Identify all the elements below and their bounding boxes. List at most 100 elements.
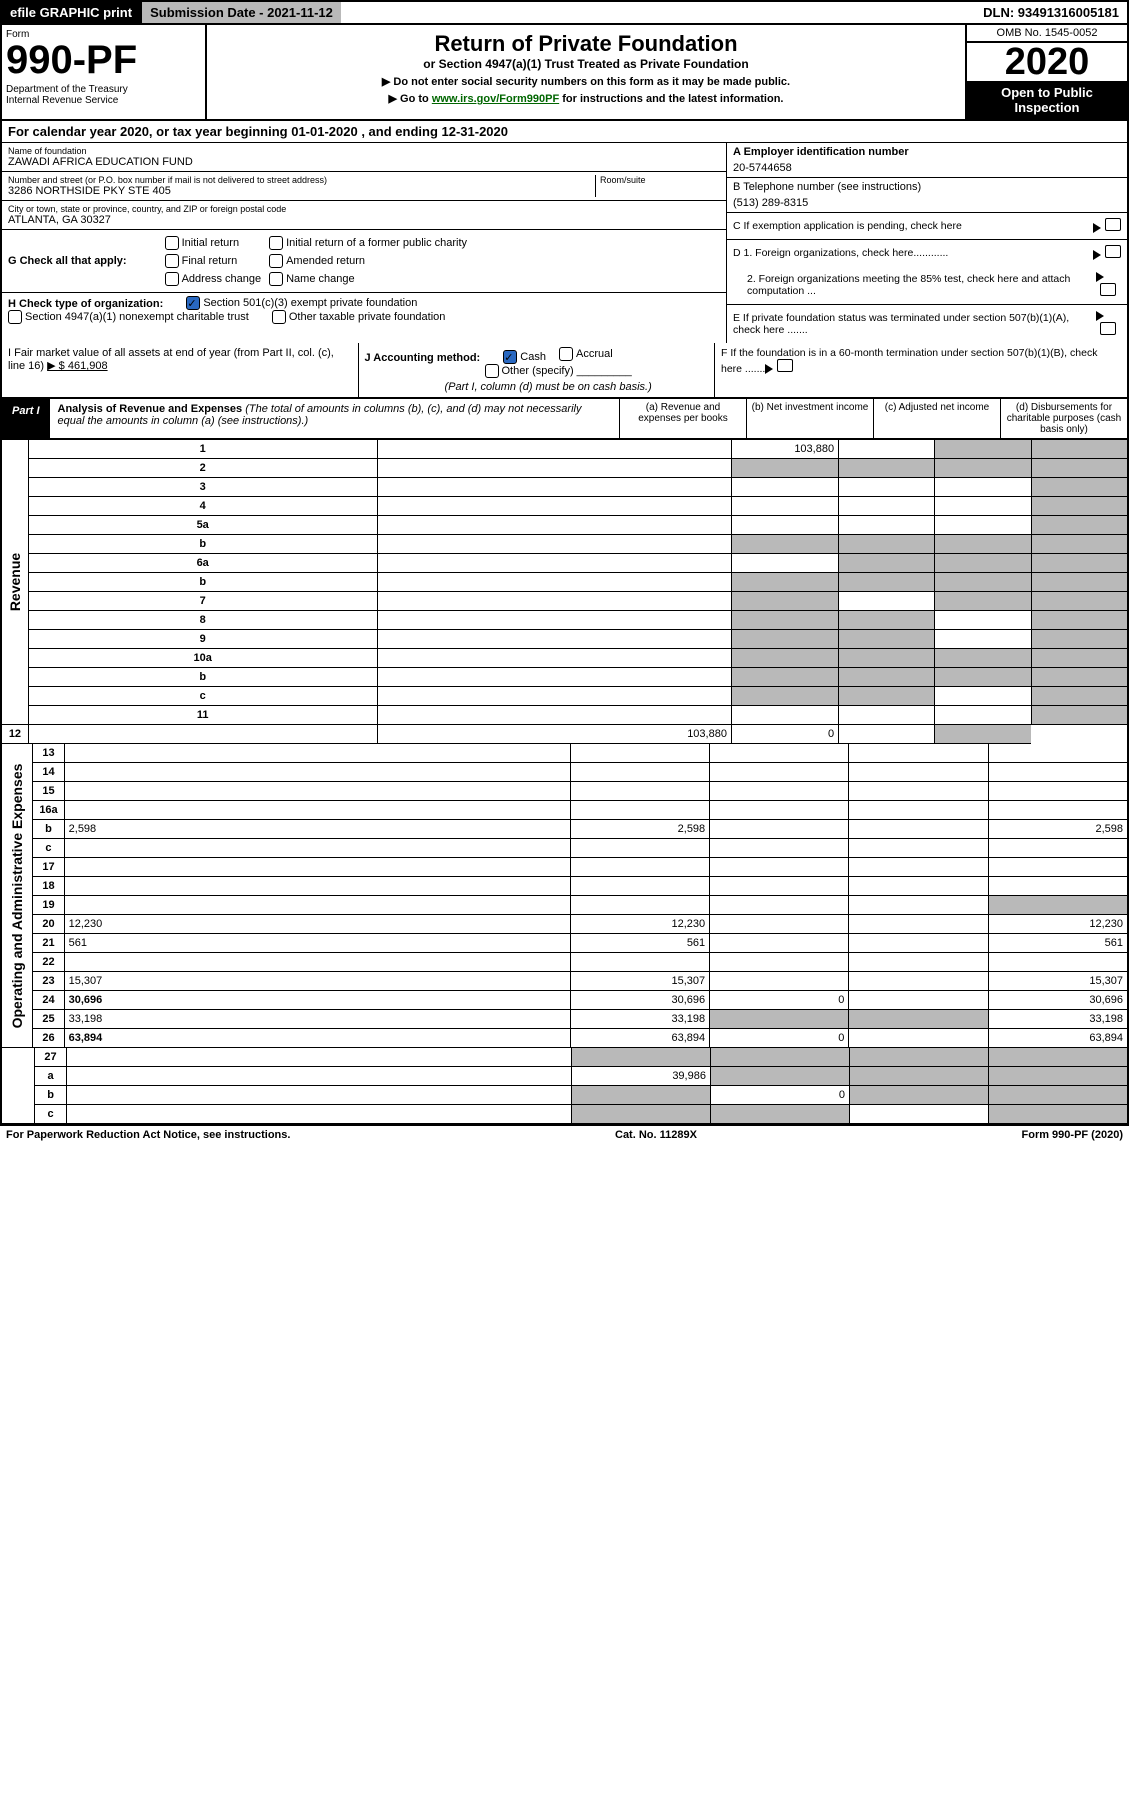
city-label: City or town, state or province, country…: [8, 204, 720, 214]
chk-c[interactable]: [1105, 218, 1121, 231]
expenses-table: Operating and Administrative Expenses 13…: [0, 744, 1129, 1048]
table-row: 10a: [1, 649, 1128, 668]
chk-501c3[interactable]: ✓Section 501(c)(3) exempt private founda…: [186, 296, 417, 310]
form-header: Form 990-PF Department of the Treasury I…: [0, 25, 1129, 121]
top-bar: efile GRAPHIC print Submission Date - 20…: [0, 0, 1129, 25]
ein-label: A Employer identification number: [733, 146, 1121, 158]
table-row: 17: [1, 858, 1128, 877]
submission-date: Submission Date - 2021-11-12: [140, 2, 341, 23]
table-row: c: [1, 687, 1128, 706]
chk-accrual[interactable]: Accrual: [559, 347, 613, 361]
h-label: H Check type of organization:: [8, 298, 163, 310]
table-row: 5a: [1, 516, 1128, 535]
revenue-table: Revenue 1103,8802345ab6ab78910abc1112103…: [0, 440, 1129, 744]
table-row: b2,5982,5982,598: [1, 820, 1128, 839]
table-row: 2430,69630,696030,696: [1, 991, 1128, 1010]
table-row: 15: [1, 782, 1128, 801]
col-c: (c) Adjusted net income: [873, 399, 1000, 438]
col-b: (b) Net investment income: [746, 399, 873, 438]
note1: ▶ Do not enter social security numbers o…: [213, 75, 959, 88]
table-row: 16a: [1, 801, 1128, 820]
table-row: a39,986: [1, 1067, 1128, 1086]
ein: 20-5744658: [733, 162, 1121, 174]
table-row: 21561561561: [1, 934, 1128, 953]
chk-other-taxable[interactable]: Other taxable private foundation: [272, 310, 446, 324]
e-text: E If private foundation status was termi…: [733, 312, 1096, 336]
table-row: b: [1, 573, 1128, 592]
room-label: Room/suite: [600, 175, 720, 185]
table-row: 22: [1, 953, 1128, 972]
tax-year: 2020: [967, 43, 1127, 81]
foundation-name: ZAWADI AFRICA EDUCATION FUND: [8, 156, 720, 168]
table-row: 11: [1, 706, 1128, 725]
table-row: c: [1, 839, 1128, 858]
table-row: 2663,89463,894063,894: [1, 1029, 1128, 1048]
table-row: 2315,30715,30715,307: [1, 972, 1128, 991]
table-row: 8: [1, 611, 1128, 630]
dln: DLN: 93491316005181: [975, 2, 1127, 23]
table-row: 6a: [1, 554, 1128, 573]
open-inspection: Open to Public Inspection: [967, 81, 1127, 119]
i-val: ▶ $ 461,908: [47, 360, 107, 372]
col-d: (d) Disbursements for charitable purpose…: [1000, 399, 1127, 438]
form-subtitle: or Section 4947(a)(1) Trust Treated as P…: [213, 57, 959, 71]
revenue-side: Revenue: [7, 553, 23, 611]
calendar-year: For calendar year 2020, or tax year begi…: [0, 121, 1129, 143]
table-row: 3: [1, 478, 1128, 497]
tel-label: B Telephone number (see instructions): [733, 181, 1121, 193]
dept: Department of the Treasury Internal Reve…: [6, 84, 201, 106]
chk-d1[interactable]: [1105, 245, 1121, 258]
g-label: G Check all that apply:: [8, 255, 127, 267]
chk-addr-change[interactable]: Address change: [165, 272, 262, 286]
table-row: 1103,880: [1, 440, 1128, 459]
chk-4947[interactable]: Section 4947(a)(1) nonexempt charitable …: [8, 310, 249, 324]
table-row: b: [1, 535, 1128, 554]
c-text: C If exemption application is pending, c…: [733, 220, 962, 232]
chk-f[interactable]: [777, 359, 793, 372]
table-row: b: [1, 668, 1128, 687]
chk-initial[interactable]: Initial return: [165, 236, 262, 250]
efile-label[interactable]: efile GRAPHIC print: [2, 2, 140, 23]
chk-e[interactable]: [1100, 322, 1116, 335]
note2-pre: ▶ Go to: [389, 93, 432, 105]
note2: ▶ Go to www.irs.gov/Form990PF for instru…: [213, 92, 959, 105]
chk-other[interactable]: Other (specify) _________: [485, 364, 632, 378]
expenses-side: Operating and Administrative Expenses: [9, 763, 25, 1028]
table-row: 27: [1, 1048, 1128, 1067]
form-title: Return of Private Foundation: [213, 31, 959, 57]
footer-left: For Paperwork Reduction Act Notice, see …: [6, 1129, 290, 1141]
chk-name-change[interactable]: Name change: [269, 272, 467, 286]
arrow-icon: [1093, 250, 1101, 260]
footer-mid: Cat. No. 11289X: [615, 1129, 697, 1141]
table-row: 19: [1, 896, 1128, 915]
chk-initial-former[interactable]: Initial return of a former public charit…: [269, 236, 467, 250]
footer-right: Form 990-PF (2020): [1022, 1129, 1123, 1141]
chk-amended[interactable]: Amended return: [269, 254, 467, 268]
arrow-icon: [1096, 311, 1104, 321]
city: ATLANTA, GA 30327: [8, 214, 720, 226]
table-row: 2012,23012,23012,230: [1, 915, 1128, 934]
col-a: (a) Revenue and expenses per books: [619, 399, 746, 438]
table-row: b0: [1, 1086, 1128, 1105]
arrow-icon: [1093, 223, 1101, 233]
bottom-table: 27a39,986b0c: [0, 1048, 1129, 1125]
part1-label: Part I: [2, 399, 50, 438]
info-section: Name of foundation ZAWADI AFRICA EDUCATI…: [0, 143, 1129, 343]
addr-label: Number and street (or P.O. box number if…: [8, 175, 595, 185]
name-label: Name of foundation: [8, 146, 720, 156]
table-row: c: [1, 1105, 1128, 1125]
table-row: 18: [1, 877, 1128, 896]
j-note: (Part I, column (d) must be on cash basi…: [445, 381, 652, 393]
part1-header: Part I Analysis of Revenue and Expenses …: [0, 399, 1129, 440]
chk-final[interactable]: Final return: [165, 254, 262, 268]
arrow-icon: [1096, 272, 1104, 282]
table-row: 9: [1, 630, 1128, 649]
address: 3286 NORTHSIDE PKY STE 405: [8, 185, 595, 197]
chk-d2[interactable]: [1100, 283, 1116, 296]
chk-cash[interactable]: ✓Cash: [503, 350, 546, 364]
table-row: 2533,19833,19833,198: [1, 1010, 1128, 1029]
form-number: 990-PF: [6, 40, 201, 80]
table-row: 4: [1, 497, 1128, 516]
irs-link[interactable]: www.irs.gov/Form990PF: [432, 93, 559, 105]
tel: (513) 289-8315: [733, 197, 1121, 209]
